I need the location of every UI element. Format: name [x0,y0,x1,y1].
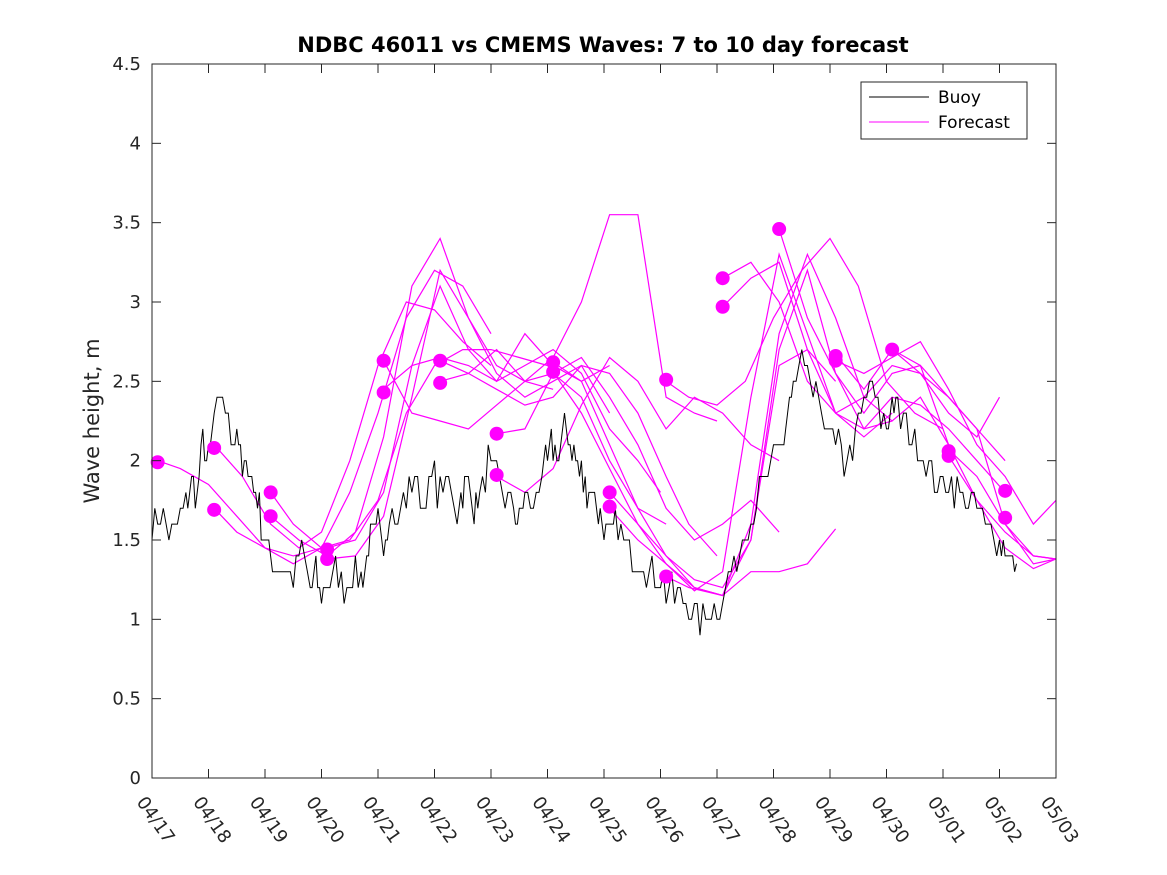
y-tick-label: 1 [130,609,141,630]
forecast-marker [659,372,674,387]
x-tick-label: 04/17 [132,793,179,848]
forecast-marker [433,375,448,390]
forecast-line [439,360,718,557]
forecast-line [439,214,718,422]
forecast-marker [489,467,504,482]
forecast-line [496,356,780,494]
y-tick-label: 1.5 [112,530,141,551]
x-tick-label: 04/20 [301,793,348,848]
forecast-line [327,268,611,560]
forecast-line [891,349,1001,438]
x-tick-label: 04/23 [471,793,518,848]
y-tick-label: 2 [130,451,141,472]
y-tick-label: 4 [130,133,141,154]
forecast-line [326,284,610,549]
forecast-line [722,261,1006,493]
x-tick-label: 05/02 [979,793,1026,848]
forecast-series [157,214,1057,597]
x-tick-label: 04/25 [584,793,631,848]
buoy-series [151,349,1017,636]
y-axis: 0 0.5 1 1.5 2 2.5 3 3.5 4 4.5 [112,54,1056,789]
forecast-line [665,252,950,597]
forecast-marker [602,499,617,514]
forecast-line [213,301,492,549]
x-tick-label: 04/18 [188,793,235,848]
forecast-marker [941,448,956,463]
forecast-line [835,340,1057,526]
chart-title: NDBC 46011 vs CMEMS Waves: 7 to 10 day f… [297,33,908,57]
forecast-marker [263,485,278,500]
x-tick-label: 04/26 [640,793,687,848]
x-tick-label: 04/30 [866,793,913,848]
forecast-line [270,349,548,549]
forecast-marker [602,485,617,500]
buoy-line [151,349,1017,636]
forecast-marker [489,426,504,441]
x-tick-label: 04/19 [245,793,292,848]
forecast-marker [376,353,391,368]
forecast-line [270,237,554,557]
x-tick-label: 04/22 [414,793,461,848]
x-tick-label: 05/03 [1036,793,1083,848]
forecast-line [552,348,837,589]
x-tick-label: 04/24 [527,793,574,848]
forecast-marker [998,483,1013,498]
forecast-marker [659,569,674,584]
y-tick-label: 2.5 [112,371,141,392]
y-axis-label: Wave height, m [80,338,104,503]
forecast-marker [715,271,730,286]
legend: Buoy Forecast [860,81,1028,140]
forecast-marker [828,353,843,368]
plot-area [152,64,1056,778]
forecast-marker [207,440,222,455]
forecast-line [383,348,661,493]
forecast-line [213,269,492,557]
forecast-line [157,460,322,565]
forecast-marker [772,222,787,237]
forecast-marker [320,552,335,567]
forecast-markers [150,222,1013,584]
forecast-marker [715,299,730,314]
forecast-line [948,455,1057,570]
forecast-marker [263,509,278,524]
forecast-marker [433,353,448,368]
forecast-marker [998,510,1013,525]
y-tick-label: 0 [130,768,141,789]
x-tick-label: 05/01 [923,793,970,848]
forecast-line [835,348,1057,565]
legend-buoy-label: Buoy [938,88,981,108]
forecast-marker [207,502,222,517]
y-tick-label: 4.5 [112,54,141,75]
legend-forecast-label: Forecast [938,113,1010,133]
x-tick-label: 04/29 [810,793,857,848]
forecast-marker [376,385,391,400]
x-tick-label: 04/21 [358,793,405,848]
legend-box [860,81,1028,140]
forecast-marker [546,364,561,379]
x-tick-label: 04/27 [697,793,744,848]
y-tick-label: 3.5 [112,213,141,234]
forecast-marker [885,342,900,357]
y-tick-label: 0.5 [112,689,141,710]
forecast-marker [150,455,165,470]
forecast-line [609,268,893,597]
y-tick-label: 3 [130,292,141,313]
x-tick-label: 04/28 [753,793,800,848]
forecast-line [609,252,893,592]
